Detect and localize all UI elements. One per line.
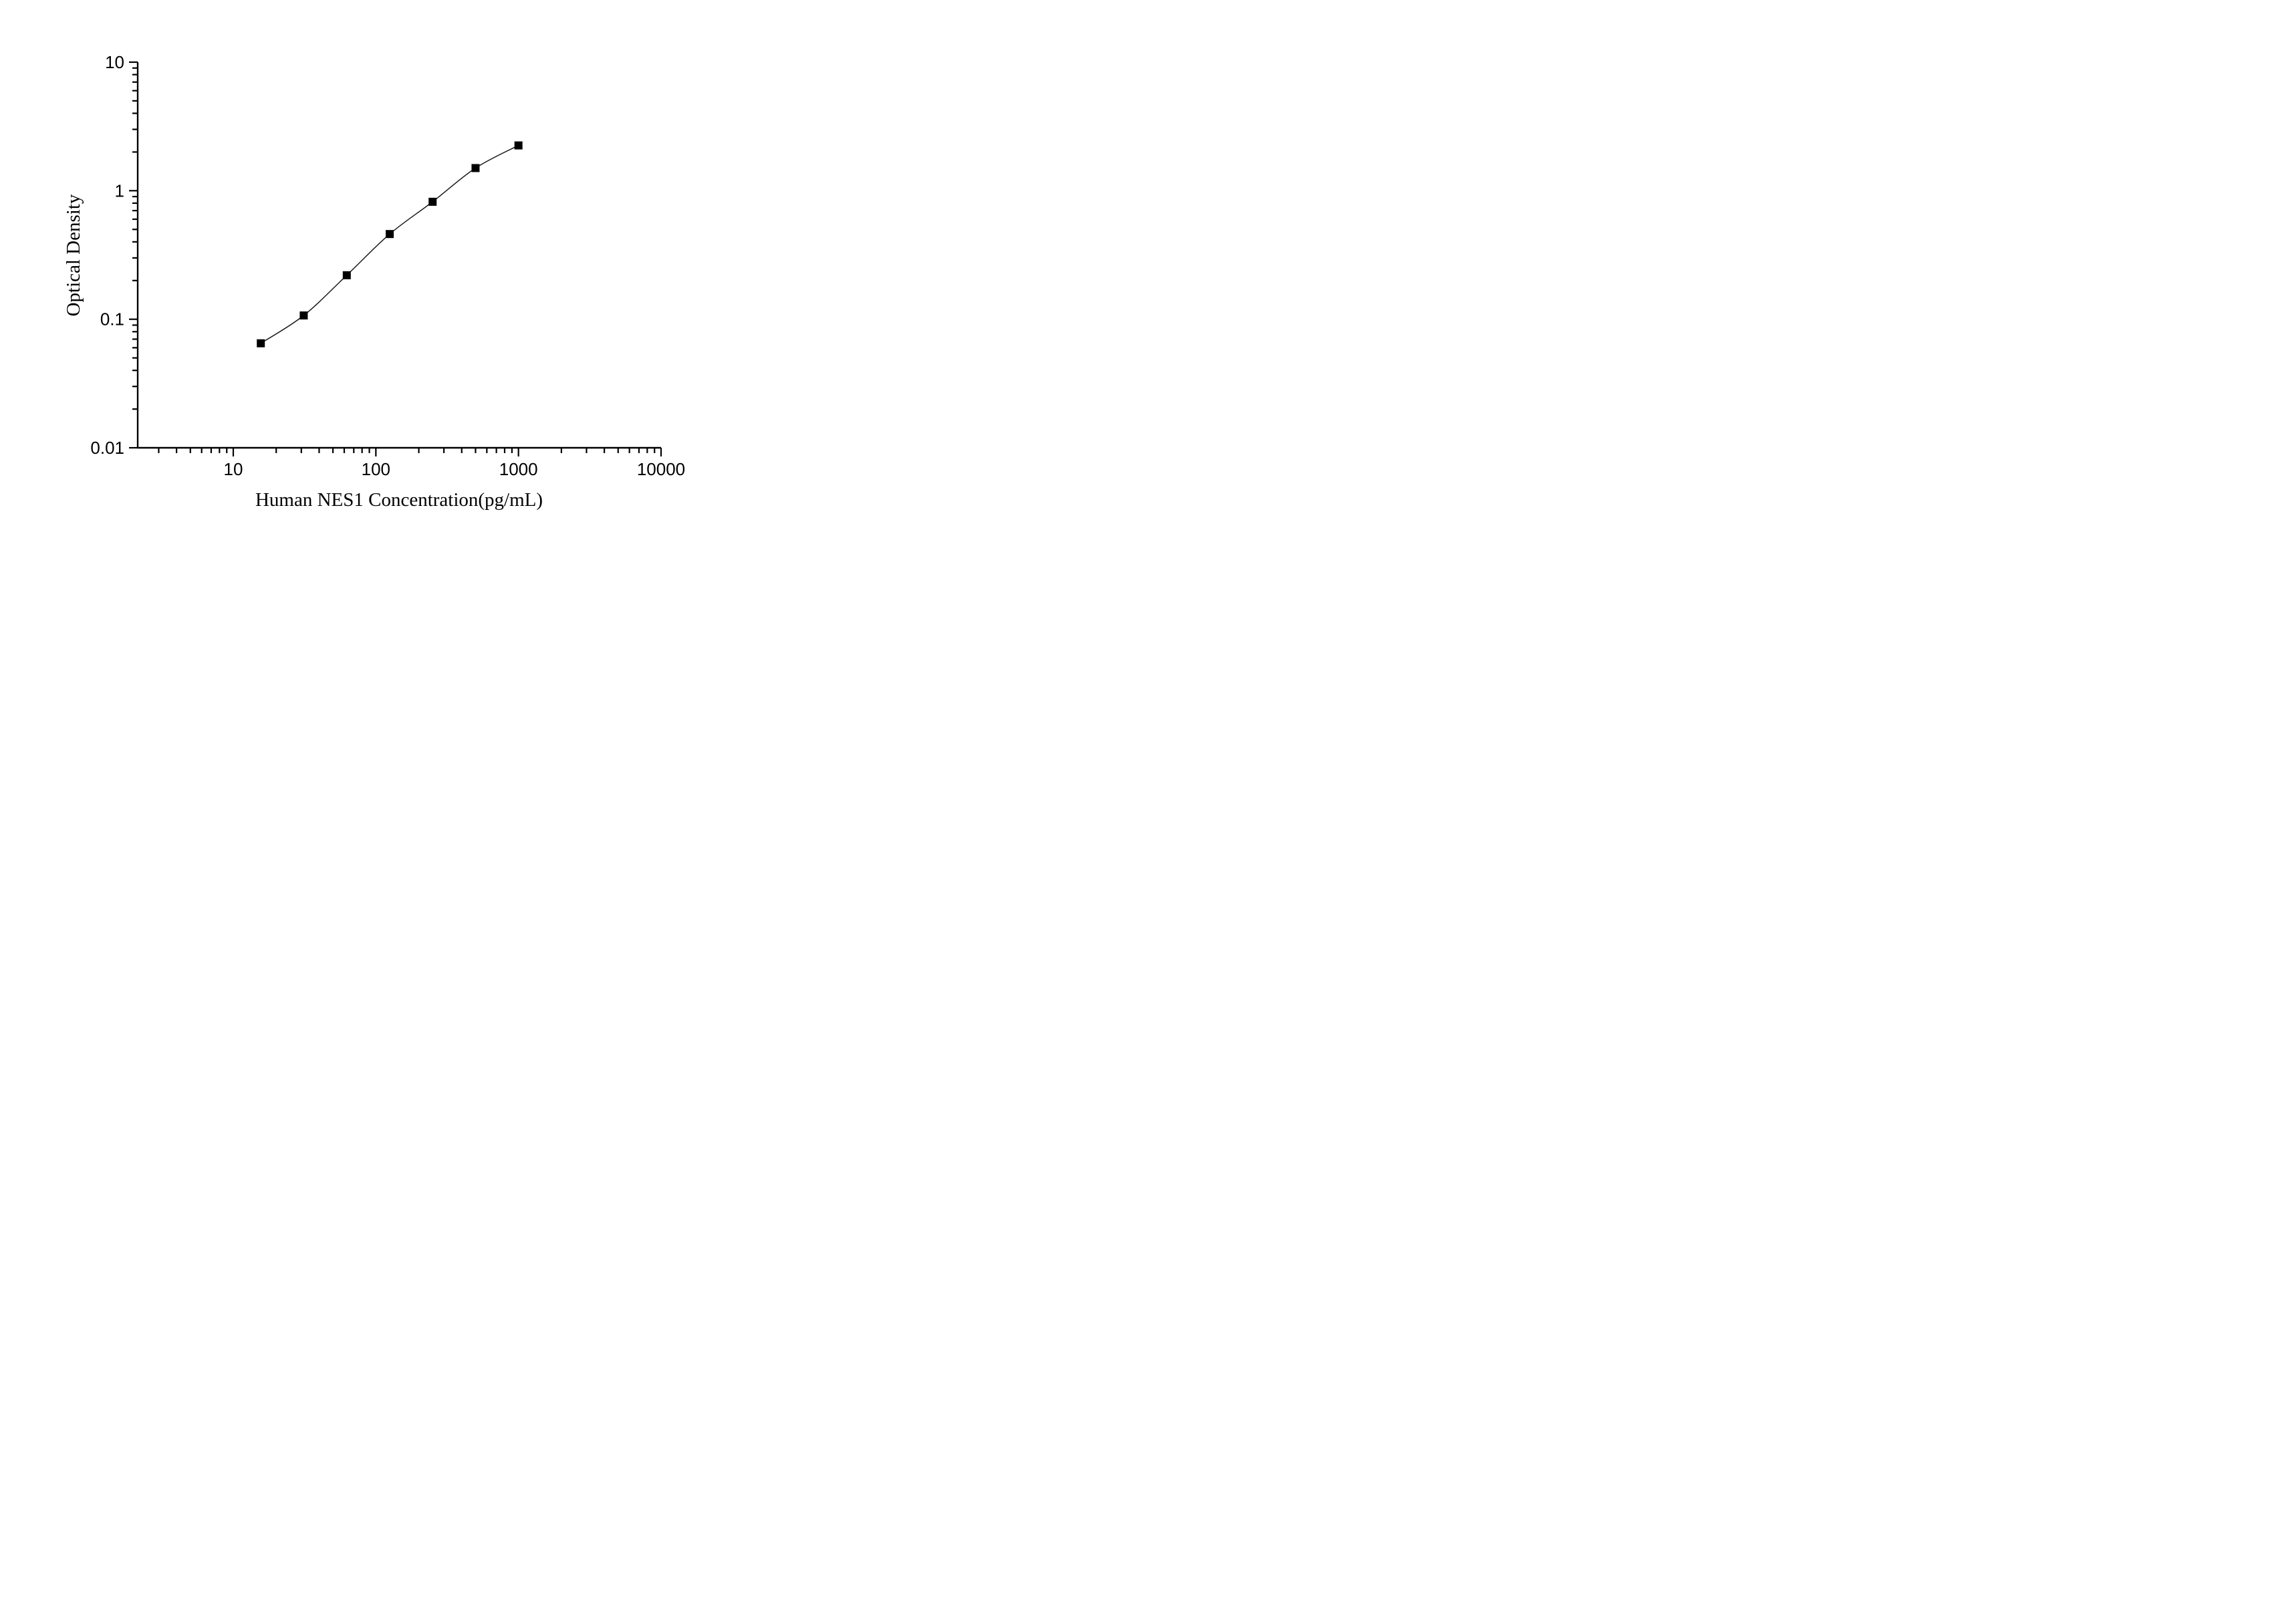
- data-point-marker: [428, 197, 437, 206]
- y-axis-title: Optical Density: [63, 194, 84, 316]
- x-axis-title: Human NES1 Concentration(pg/mL): [255, 489, 543, 511]
- chart-canvas: 10 100 1000 10000 0.01 0.1 1 10 Human NES1 Conc…: [63, 52, 685, 511]
- data-point-marker: [471, 164, 480, 172]
- x-tick-label: 100: [362, 459, 390, 479]
- data-point-marker: [257, 339, 265, 348]
- y-tick-label: 10: [105, 52, 124, 72]
- x-tick-label: 1000: [499, 459, 538, 479]
- axes-group: 10 100 1000 10000 0.01 0.1 1 10: [90, 52, 685, 479]
- data-point-marker: [514, 141, 523, 150]
- elisa-standard-curve-figure: 10 100 1000 10000 0.01 0.1 1 10 Human NES1 Conc…: [0, 0, 765, 537]
- x-tick-label: 10000: [637, 459, 685, 479]
- data-point-marker: [299, 311, 308, 320]
- y-tick-label: 0.1: [100, 309, 124, 329]
- y-tick-label: 1: [115, 180, 124, 200]
- data-point-marker: [386, 230, 394, 239]
- y-tick-label: 0.01: [90, 438, 124, 458]
- standard-curve-line: [260, 144, 519, 344]
- x-tick-label: 10: [224, 459, 243, 479]
- plot-group: [257, 141, 523, 348]
- data-point-marker: [342, 271, 351, 279]
